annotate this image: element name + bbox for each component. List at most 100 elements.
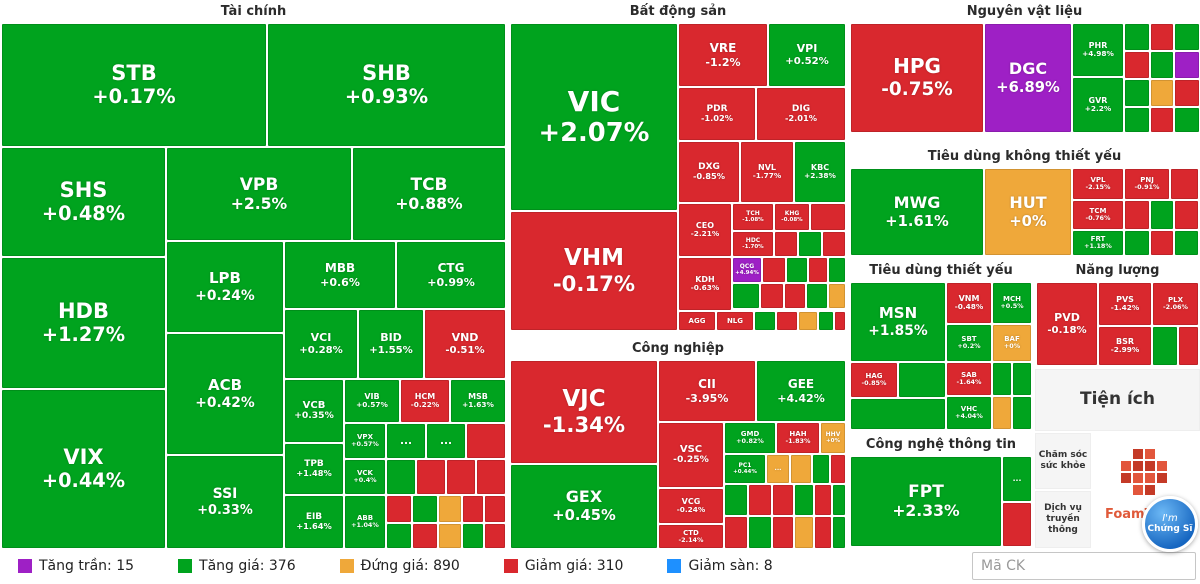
cell-dig[interactable]: DIG -2.01%	[757, 88, 845, 140]
cell-mini[interactable]	[799, 312, 817, 330]
cell-sab[interactable]: SAB -1.64%	[947, 363, 991, 395]
cell-mini[interactable]	[761, 284, 783, 308]
cell-mini[interactable]	[413, 524, 437, 548]
cell-mini[interactable]	[1153, 327, 1177, 365]
cell-kdh[interactable]: KDH -0.63%	[679, 258, 731, 310]
cell-stb[interactable]: STB +0.17%	[2, 24, 266, 146]
cell-nvl[interactable]: NVL -1.77%	[741, 142, 793, 202]
cell-mini[interactable]	[1125, 80, 1149, 106]
cell-mini[interactable]	[1175, 108, 1199, 132]
cell-pdr[interactable]: PDR -1.02%	[679, 88, 755, 140]
cell-mini[interactable]	[829, 284, 845, 308]
cell-bid[interactable]: BID +1.55%	[359, 310, 423, 378]
cell-mini[interactable]	[1175, 201, 1198, 229]
cell-abb[interactable]: ABB +1.04%	[345, 496, 385, 548]
cell-mini[interactable]	[1175, 80, 1199, 106]
cell-lpb[interactable]: LPB +0.24%	[167, 242, 283, 332]
cell-mini[interactable]	[807, 284, 827, 308]
cell-fpt[interactable]: FPT +2.33%	[851, 457, 1001, 546]
cell-mini[interactable]	[1013, 397, 1031, 429]
cell-vjc[interactable]: VJC -1.34%	[511, 361, 657, 463]
cell-mch[interactable]: MCH +0.5%	[993, 283, 1031, 323]
cell-gee[interactable]: GEE +4.42%	[757, 361, 845, 421]
cell-mini[interactable]	[1125, 201, 1149, 229]
cell-ctd[interactable]: CTD -2.14%	[659, 525, 723, 548]
cell-mini[interactable]	[833, 485, 845, 515]
cell-mini[interactable]	[1013, 363, 1031, 395]
cell-hdb[interactable]: HDB +1.27%	[2, 258, 165, 388]
cell-vcb[interactable]: VCB +0.35%	[285, 380, 343, 442]
cell-cii[interactable]: CII -3.95%	[659, 361, 755, 421]
cell-mbb[interactable]: MBB +0.6%	[285, 242, 395, 308]
foamtree-logo[interactable]	[1121, 449, 1167, 495]
cell-hag[interactable]: HAG -0.85%	[851, 363, 897, 397]
cell-mini[interactable]	[811, 204, 845, 230]
cell-vhm[interactable]: VHM -0.17%	[511, 212, 677, 330]
cell-msb[interactable]: MSB +1.63%	[451, 380, 505, 422]
cell-mini[interactable]	[1151, 52, 1173, 78]
cell-khg[interactable]: KHG -0.08%	[775, 204, 809, 230]
cell-mini[interactable]	[1179, 327, 1198, 365]
cell-vcg[interactable]: VCG -0.24%	[659, 489, 723, 523]
cell-mini[interactable]	[833, 517, 845, 548]
cell-mini[interactable]	[463, 524, 483, 548]
cell-mini[interactable]	[1125, 52, 1149, 78]
cell-nlg[interactable]: NLG	[717, 312, 753, 330]
cell-mini[interactable]: ...	[427, 424, 465, 458]
cell-vre[interactable]: VRE -1.2%	[679, 24, 767, 86]
cell-sbt[interactable]: SBT +0.2%	[947, 325, 991, 361]
cell-mini[interactable]	[447, 460, 475, 494]
cell-mini[interactable]	[413, 496, 437, 522]
cell-mini[interactable]	[1125, 108, 1149, 132]
cell-mini[interactable]	[417, 460, 445, 494]
cell-mini[interactable]: ...	[767, 455, 789, 483]
cell-vix[interactable]: VIX +0.44%	[2, 390, 165, 548]
cell-mini[interactable]	[755, 312, 775, 330]
cell-mini[interactable]	[439, 496, 461, 522]
cell-hcm[interactable]: HCM -0.22%	[401, 380, 449, 422]
cell-vnm[interactable]: VNM -0.48%	[947, 283, 991, 323]
cell-hpg[interactable]: HPG -0.75%	[851, 24, 983, 132]
cell-mini[interactable]	[831, 455, 845, 483]
cell-mini[interactable]	[1175, 52, 1199, 78]
cell-ssi[interactable]: SSI +0.33%	[167, 456, 283, 548]
cell-mwg[interactable]: MWG +1.61%	[851, 169, 983, 255]
cell-ctg[interactable]: CTG +0.99%	[397, 242, 505, 308]
cell-kbc[interactable]: KBC +2.38%	[795, 142, 845, 202]
cell-hah[interactable]: HAH -1.83%	[777, 423, 819, 453]
cell-mini[interactable]	[787, 258, 807, 282]
cell-mini[interactable]	[791, 455, 811, 483]
cell-mini[interactable]	[485, 524, 505, 548]
cell-tch[interactable]: TCH -1.08%	[733, 204, 773, 230]
cell-mini[interactable]	[775, 232, 797, 256]
cell-bsr[interactable]: BSR -2.99%	[1099, 327, 1151, 365]
cell-mini[interactable]	[387, 496, 411, 522]
cell-mini[interactable]	[819, 312, 833, 330]
cell-ceo[interactable]: CEO -2.21%	[679, 204, 731, 256]
cell-vci[interactable]: VCI +0.28%	[285, 310, 357, 378]
cell-mini[interactable]	[899, 363, 945, 397]
cell-mini[interactable]	[795, 517, 813, 548]
cell-mini[interactable]	[725, 517, 747, 548]
cell-vib[interactable]: VIB +0.57%	[345, 380, 399, 422]
cell-mini[interactable]	[749, 517, 771, 548]
cell-mini[interactable]	[829, 258, 845, 282]
cell-mini[interactable]	[1151, 24, 1173, 50]
cell-vpi[interactable]: VPI +0.52%	[769, 24, 845, 86]
cell-gex[interactable]: GEX +0.45%	[511, 465, 657, 548]
cell-mini[interactable]	[993, 397, 1011, 429]
cell-mini[interactable]	[773, 517, 793, 548]
cell-mini[interactable]	[485, 496, 505, 522]
cell-mini[interactable]	[851, 399, 945, 429]
cell-tcb[interactable]: TCB +0.88%	[353, 148, 505, 240]
cell-hhv[interactable]: HHV +0%	[821, 423, 845, 453]
stock-code-input[interactable]	[972, 552, 1196, 580]
cell-pnj[interactable]: PNJ -0.91%	[1125, 169, 1169, 199]
cell-mini[interactable]	[467, 424, 505, 458]
cell-pvs[interactable]: PVS -1.42%	[1099, 283, 1151, 325]
cell-mini[interactable]	[725, 485, 747, 515]
cell-mini[interactable]	[799, 232, 821, 256]
cell-tcm[interactable]: TCM -0.76%	[1073, 201, 1123, 229]
cell-mini[interactable]	[777, 312, 797, 330]
cell-vpx[interactable]: VPX +0.57%	[345, 424, 385, 458]
